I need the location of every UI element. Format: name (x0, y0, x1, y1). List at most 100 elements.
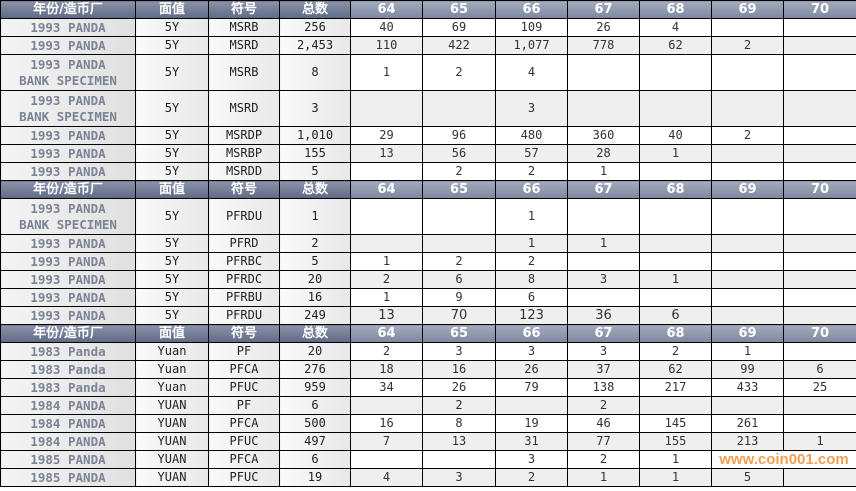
total-cell: 276 (279, 360, 351, 379)
grade-count-cell: 778 (567, 36, 640, 55)
header-row: 年份/造币厂 面值 符号 总数 64 65 66 67 68 69 70 (0, 180, 856, 199)
total-cell: 497 (279, 432, 351, 451)
grade-count-cell: 70 (422, 306, 496, 325)
coin-name-line: 1984 PANDA (30, 397, 106, 413)
coin-name-line: 1984 PANDA (30, 415, 106, 431)
grade-count-cell (783, 288, 856, 307)
symbol-cell: MSRD (208, 90, 280, 127)
grade-count-cell (783, 306, 856, 325)
symbol-cell: MSRDD (208, 162, 280, 181)
total-cell: 20 (279, 270, 351, 289)
coin-name-line: 1993 PANDA (30, 235, 106, 251)
coin-name-cell: 1993 PANDA BANK SPECIMEN (0, 198, 136, 235)
column-header: 68 (639, 324, 712, 343)
column-header: 面值 (135, 0, 209, 19)
grade-count-cell (711, 162, 784, 181)
total-cell: 959 (279, 378, 351, 397)
table-row: 1984 PANDA YUAN PFUC 497 7 13 31 77 155 213 1 (0, 432, 856, 451)
grade-count-cell (711, 144, 784, 163)
coin-name-line: 1993 PANDA (30, 145, 106, 161)
total-cell: 20 (279, 342, 351, 361)
grade-count-cell (639, 90, 712, 127)
grade-count-cell: 480 (495, 126, 568, 145)
grade-count-cell (783, 54, 856, 91)
face-value-cell: 5Y (135, 36, 209, 55)
grade-count-cell: 138 (567, 378, 640, 397)
table-row: 1993 PANDA BANK SPECIMEN 5Y PFRDU 1 1 (0, 198, 856, 235)
grade-count-cell: 1 (567, 468, 640, 487)
column-header: 面值 (135, 180, 209, 199)
grade-count-cell: 1 (495, 234, 568, 253)
coin-name-cell: 1993 PANDA (0, 144, 136, 163)
grade-count-cell (711, 90, 784, 127)
grade-count-cell: 1 (350, 252, 423, 271)
column-header: 67 (567, 180, 640, 199)
table-row: 1993 PANDA 5Y PFRDC 20 2 6 8 3 1 (0, 270, 856, 289)
face-value-cell: Yuan (135, 360, 209, 379)
symbol-cell: MSRB (208, 18, 280, 37)
column-header: 70 (783, 0, 856, 19)
grade-count-cell: 2 (711, 126, 784, 145)
grade-count-cell: 3 (495, 90, 568, 127)
column-header: 66 (495, 324, 568, 343)
total-cell: 2,453 (279, 36, 351, 55)
grade-count-cell: 4 (495, 54, 568, 91)
symbol-cell: PF (208, 396, 280, 415)
coin-name-line: 1993 PANDA (30, 253, 106, 269)
table-row: 1993 PANDA 5Y PFRBC 5 1 2 2 (0, 252, 856, 271)
grade-count-cell (711, 54, 784, 91)
table-row: 1993 PANDA BANK SPECIMEN 5Y MSRB 8 1 2 4 (0, 54, 856, 91)
grade-count-cell (422, 90, 496, 127)
symbol-cell: PFRD (208, 234, 280, 253)
grade-count-cell: 261 (711, 414, 784, 433)
face-value-cell: 5Y (135, 270, 209, 289)
grade-count-cell (350, 396, 423, 415)
grade-count-cell (350, 234, 423, 253)
column-header: 68 (639, 0, 712, 19)
total-cell: 256 (279, 18, 351, 37)
grade-count-cell: 2 (422, 252, 496, 271)
grade-count-cell: 26 (422, 378, 496, 397)
grade-count-cell (711, 288, 784, 307)
coin-name-cell: 1993 PANDA (0, 252, 136, 271)
column-header: 年份/造币厂 (0, 180, 136, 199)
grade-count-cell (350, 162, 423, 181)
grade-count-cell: 1 (639, 468, 712, 487)
column-header: 67 (567, 324, 640, 343)
grade-count-cell: 36 (567, 306, 640, 325)
grade-count-cell: 7 (350, 432, 423, 451)
grade-count-cell: 46 (567, 414, 640, 433)
column-header: 符号 (208, 180, 280, 199)
grade-count-cell: 109 (495, 18, 568, 37)
watermark: www.coin001.com (719, 451, 849, 468)
grade-count-cell (783, 36, 856, 55)
grade-count-cell: 25 (783, 378, 856, 397)
face-value-cell: YUAN (135, 468, 209, 487)
grade-count-cell: 6 (422, 270, 496, 289)
coin-name-line: 1993 PANDA (30, 19, 106, 35)
grade-count-cell (711, 270, 784, 289)
symbol-cell: PFRDC (208, 270, 280, 289)
face-value-cell: 5Y (135, 288, 209, 307)
grade-count-cell: 1 (711, 342, 784, 361)
grade-count-cell: 16 (350, 414, 423, 433)
watermark-cell: www.coin001.com (711, 450, 856, 469)
grade-count-cell (639, 54, 712, 91)
grade-count-cell (639, 198, 712, 235)
grade-count-cell (783, 270, 856, 289)
grade-count-cell (783, 90, 856, 127)
grade-count-cell: 1 (783, 432, 856, 451)
face-value-cell: 5Y (135, 144, 209, 163)
total-cell: 2 (279, 234, 351, 253)
coin-name-line: 1993 PANDA (30, 271, 106, 287)
table-row: 1983 Panda Yuan PFCA 276 18 16 26 37 62 99 6 (0, 360, 856, 379)
grade-count-cell: 213 (711, 432, 784, 451)
coin-name-cell: 1983 Panda (0, 360, 136, 379)
grade-count-cell: 2 (350, 270, 423, 289)
grade-count-cell (783, 198, 856, 235)
grade-count-cell (422, 450, 496, 469)
grade-count-cell: 8 (422, 414, 496, 433)
coin-name-cell: 1985 PANDA (0, 468, 136, 487)
table-row: 1993 PANDA 5Y MSRBP 155 13 56 57 28 1 (0, 144, 856, 163)
face-value-cell: 5Y (135, 90, 209, 127)
